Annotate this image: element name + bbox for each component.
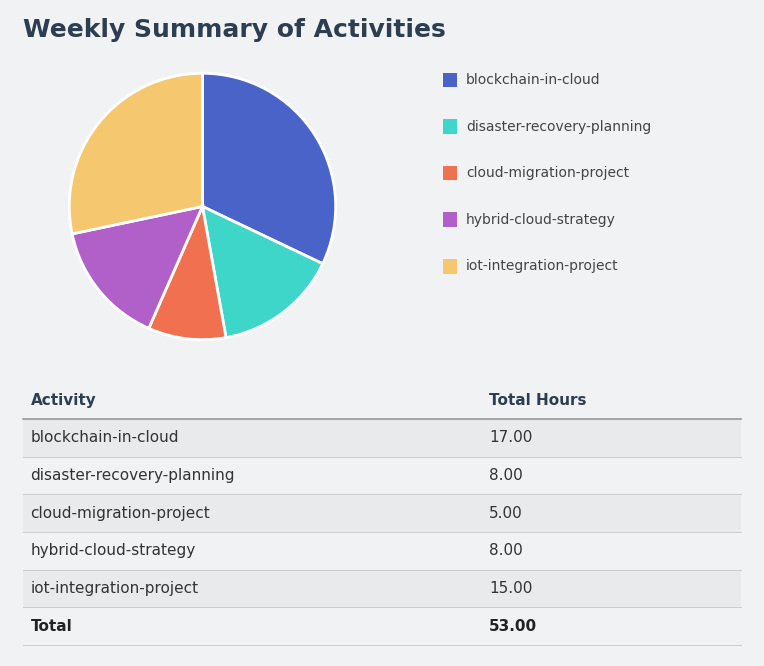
Text: hybrid-cloud-strategy: hybrid-cloud-strategy — [31, 543, 196, 558]
Text: Total: Total — [31, 619, 73, 633]
Text: 5.00: 5.00 — [489, 505, 523, 521]
Bar — [23, 457, 741, 494]
Text: 8.00: 8.00 — [489, 468, 523, 483]
Text: 15.00: 15.00 — [489, 581, 533, 596]
Text: 17.00: 17.00 — [489, 430, 533, 446]
Text: hybrid-cloud-strategy: hybrid-cloud-strategy — [466, 212, 616, 227]
Text: Weekly Summary of Activities: Weekly Summary of Activities — [23, 19, 445, 43]
Wedge shape — [202, 206, 322, 338]
Bar — [23, 569, 741, 607]
Text: iot-integration-project: iot-integration-project — [31, 581, 199, 596]
Bar — [23, 494, 741, 532]
Text: iot-integration-project: iot-integration-project — [466, 259, 619, 274]
Text: cloud-migration-project: cloud-migration-project — [466, 166, 630, 180]
Wedge shape — [70, 73, 202, 234]
Bar — [23, 607, 741, 645]
Text: 53.00: 53.00 — [489, 619, 537, 633]
Text: blockchain-in-cloud: blockchain-in-cloud — [31, 430, 179, 446]
Text: disaster-recovery-planning: disaster-recovery-planning — [466, 119, 651, 134]
Text: Total Hours: Total Hours — [489, 393, 587, 408]
Wedge shape — [72, 206, 202, 328]
Text: disaster-recovery-planning: disaster-recovery-planning — [31, 468, 235, 483]
Wedge shape — [202, 73, 335, 264]
Wedge shape — [149, 206, 226, 340]
Text: cloud-migration-project: cloud-migration-project — [31, 505, 210, 521]
Text: blockchain-in-cloud: blockchain-in-cloud — [466, 73, 601, 87]
Bar — [23, 419, 741, 457]
Bar — [23, 532, 741, 569]
Text: Activity: Activity — [31, 393, 96, 408]
Text: 8.00: 8.00 — [489, 543, 523, 558]
